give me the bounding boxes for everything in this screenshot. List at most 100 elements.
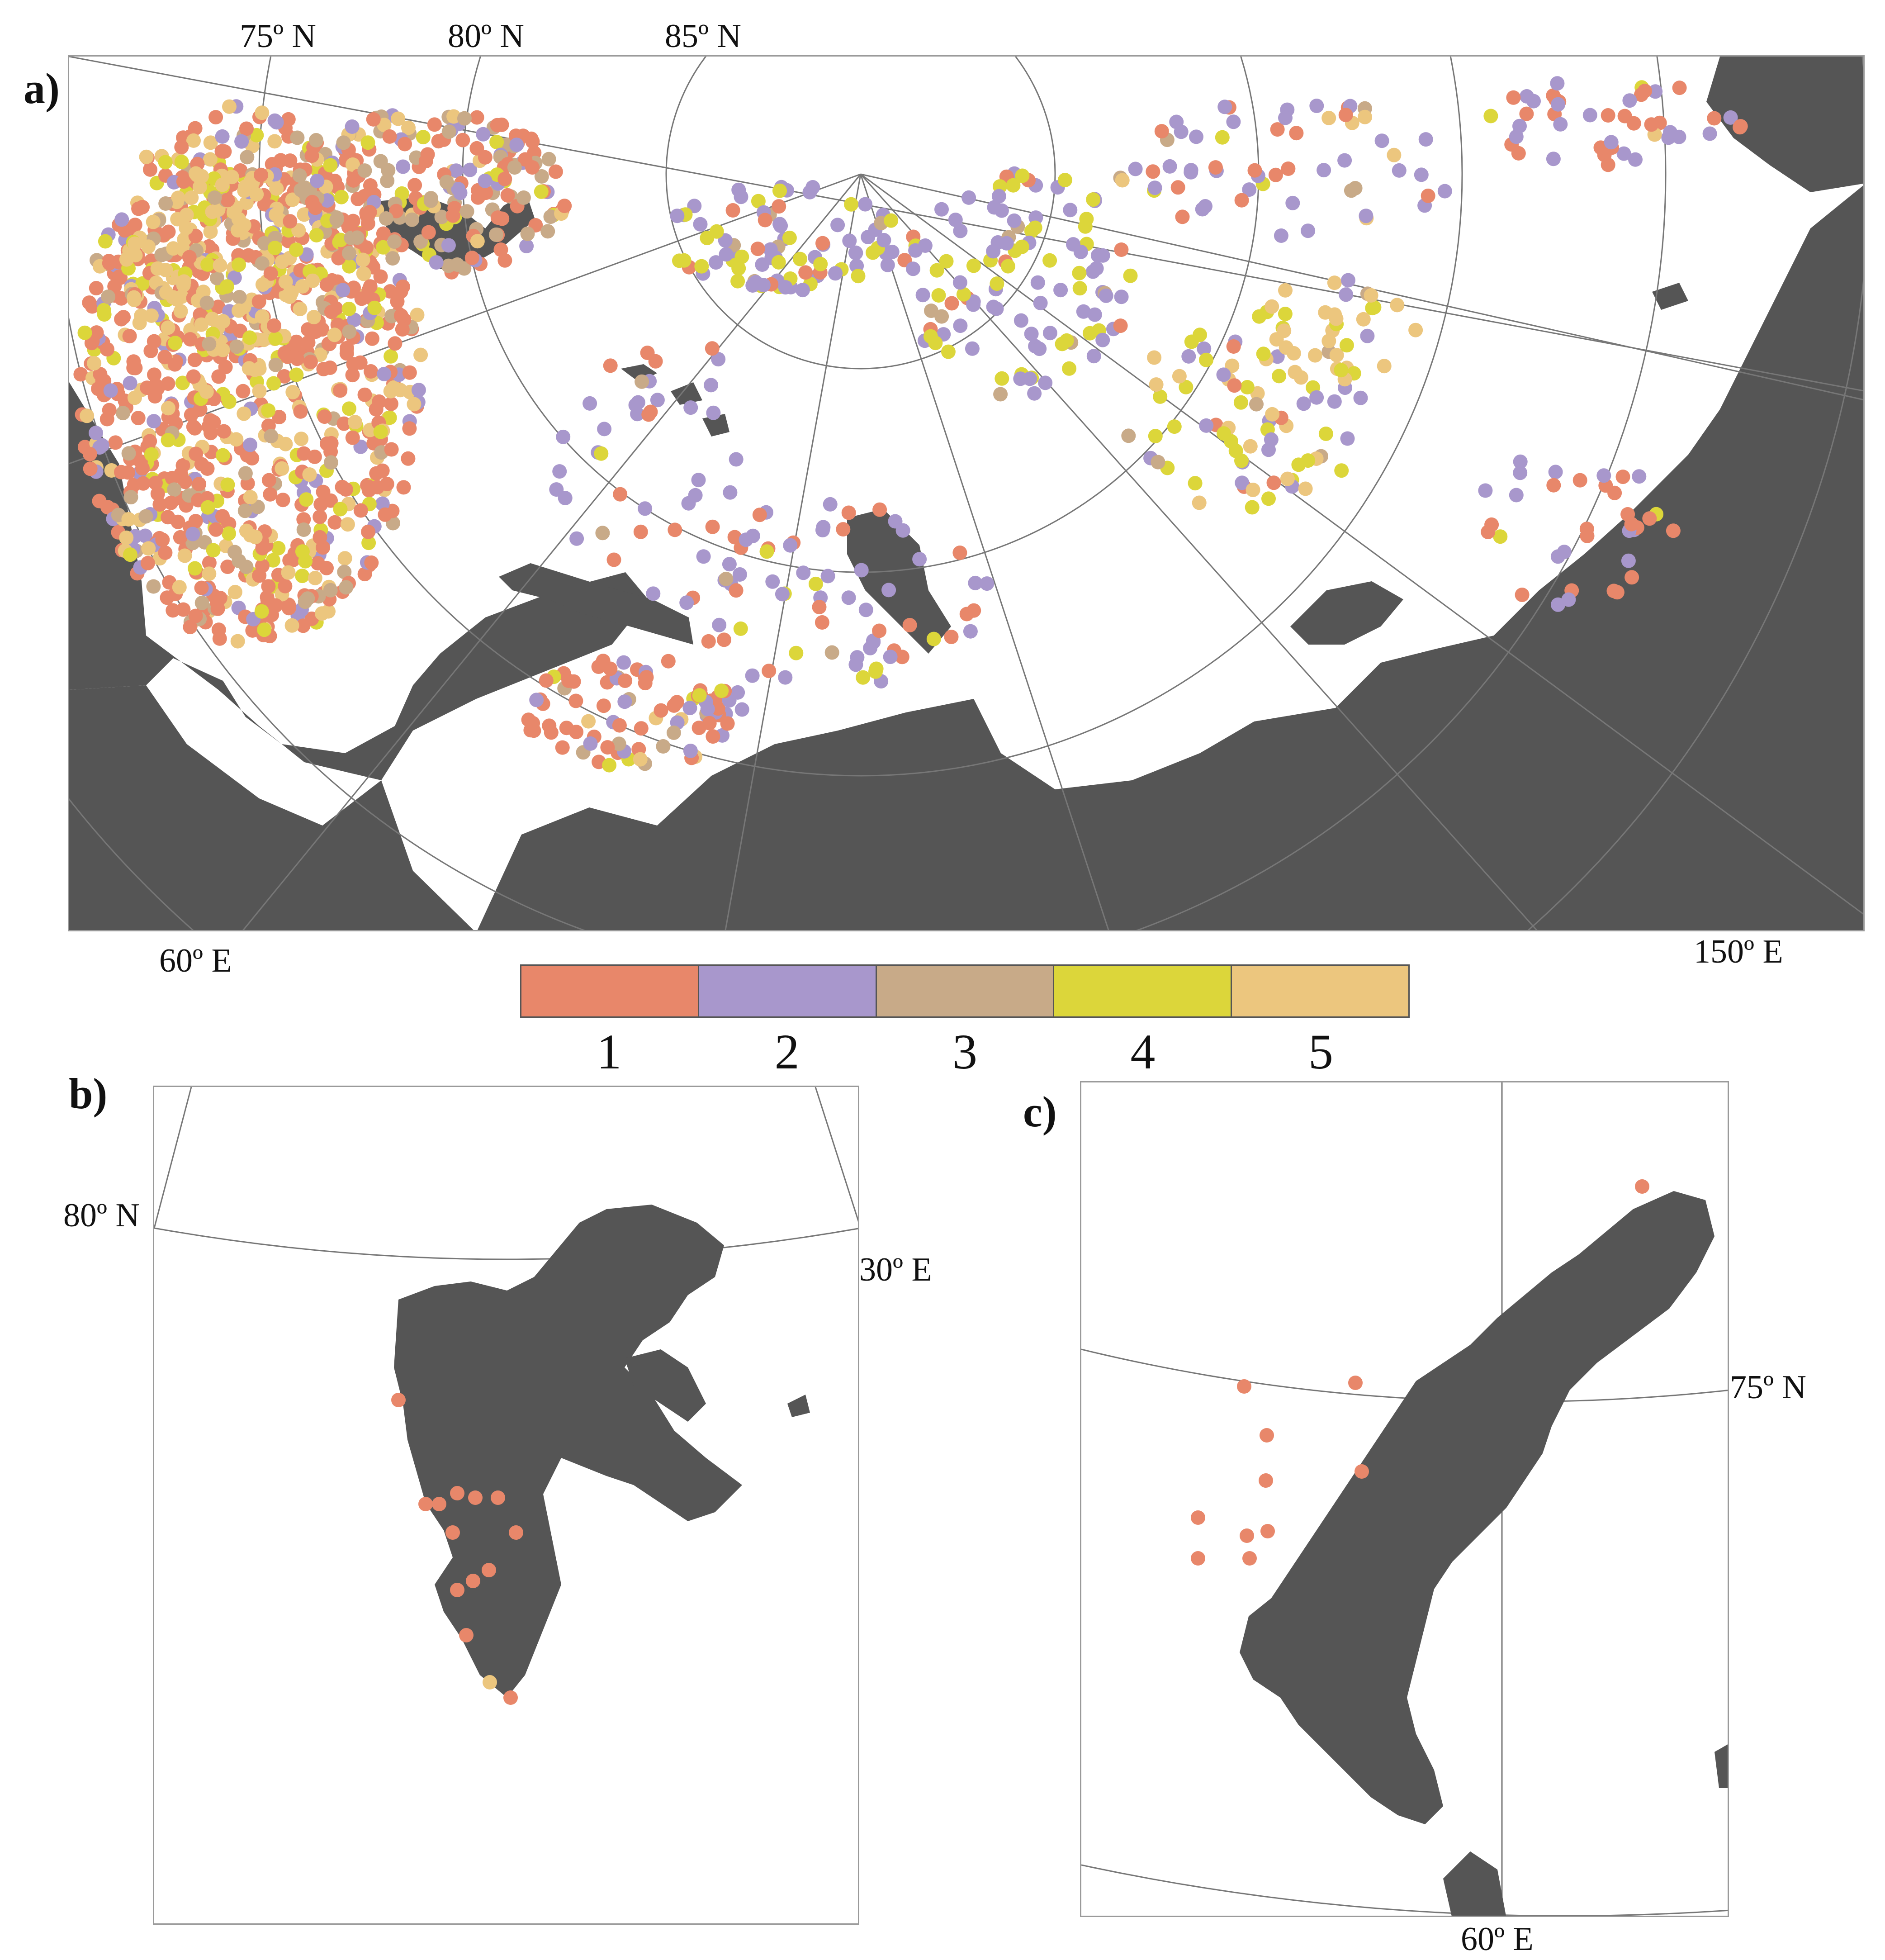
observation-point-b xyxy=(459,1628,474,1642)
observation-point xyxy=(128,248,143,263)
observation-point xyxy=(188,514,203,528)
observation-point xyxy=(334,190,349,204)
observation-point xyxy=(337,565,352,579)
observation-point xyxy=(177,232,192,247)
observation-point xyxy=(360,135,375,150)
observation-point-b xyxy=(418,1497,433,1511)
observation-point xyxy=(248,530,263,545)
observation-point xyxy=(114,212,129,227)
observation-point xyxy=(529,693,544,707)
observation-point xyxy=(507,160,522,175)
observation-point xyxy=(494,117,509,132)
legend-label-4: 4 xyxy=(1130,1024,1156,1079)
observation-point xyxy=(888,514,903,529)
observation-point xyxy=(1153,389,1168,404)
observation-point xyxy=(211,622,226,637)
observation-point xyxy=(275,461,289,476)
observation-point xyxy=(205,204,220,219)
observation-point xyxy=(285,192,300,207)
observation-point xyxy=(388,336,403,351)
observation-point xyxy=(161,376,175,391)
observation-point xyxy=(948,213,963,227)
observation-point xyxy=(327,327,342,342)
observation-point xyxy=(1513,465,1528,480)
observation-point xyxy=(230,634,245,649)
observation-point xyxy=(866,245,880,260)
observation-point xyxy=(1266,475,1281,490)
observation-point xyxy=(772,217,787,232)
observation-point xyxy=(427,117,442,132)
observation-point xyxy=(202,337,217,351)
observation-point xyxy=(705,519,720,534)
observation-point xyxy=(469,141,484,156)
observation-point xyxy=(237,503,252,518)
observation-point xyxy=(929,263,944,278)
observation-point xyxy=(1172,369,1187,384)
observation-point xyxy=(167,482,182,497)
observation-point xyxy=(540,224,555,239)
observation-point xyxy=(1392,163,1407,178)
observation-point xyxy=(872,502,887,517)
observation-point xyxy=(1408,323,1423,337)
observation-point xyxy=(98,234,113,249)
observation-point xyxy=(1265,299,1279,314)
observation-point xyxy=(1030,275,1045,290)
observation-point xyxy=(603,661,618,676)
observation-point xyxy=(252,384,267,399)
observation-point xyxy=(220,477,235,492)
observation-point xyxy=(294,432,309,446)
observation-point xyxy=(1621,553,1636,568)
observation-point xyxy=(376,240,391,255)
observation-point xyxy=(1278,283,1293,298)
legend-swatch-5 xyxy=(1232,966,1408,1016)
observation-point xyxy=(729,452,744,467)
observation-point xyxy=(339,346,354,361)
observation-point xyxy=(999,236,1014,251)
observation-point xyxy=(451,182,466,196)
observation-point xyxy=(1318,305,1333,320)
observation-point xyxy=(952,275,967,290)
observation-point xyxy=(569,531,584,546)
observation-point xyxy=(177,548,192,563)
observation-point xyxy=(1053,283,1068,298)
observation-point xyxy=(192,180,207,195)
observation-point xyxy=(277,369,292,384)
observation-point xyxy=(1526,94,1541,109)
observation-point xyxy=(313,509,327,524)
observation-point xyxy=(1374,133,1389,148)
observation-point xyxy=(161,224,176,239)
observation-point xyxy=(618,674,633,688)
observation-point xyxy=(709,255,723,270)
observation-point xyxy=(1234,193,1249,208)
observation-point xyxy=(1087,307,1102,322)
observation-point xyxy=(1414,167,1429,182)
observation-point xyxy=(1042,326,1057,341)
observation-point xyxy=(1318,427,1333,441)
observation-point xyxy=(158,155,173,170)
observation-point xyxy=(169,195,184,209)
observation-point xyxy=(176,602,191,617)
observation-point xyxy=(185,527,200,541)
observation-point xyxy=(347,313,362,327)
observation-point xyxy=(296,618,311,633)
observation-point xyxy=(1269,332,1284,347)
observation-point xyxy=(1553,117,1568,132)
observation-point xyxy=(1359,209,1373,223)
observation-point xyxy=(108,435,123,450)
observation-point xyxy=(1702,126,1717,141)
observation-point-c xyxy=(1260,1428,1274,1443)
legend-labels: 1 2 3 4 5 xyxy=(520,1023,1410,1081)
observation-point xyxy=(848,245,863,260)
observation-point xyxy=(266,376,281,391)
observation-point xyxy=(1123,268,1138,283)
observation-point xyxy=(552,464,567,479)
observation-point xyxy=(396,159,411,174)
observation-point xyxy=(173,530,188,545)
observation-point xyxy=(342,401,356,416)
observation-point xyxy=(1280,471,1295,486)
observation-point xyxy=(407,397,422,412)
observation-point xyxy=(255,256,270,271)
observation-point xyxy=(357,163,372,178)
observation-point xyxy=(1268,167,1283,182)
observation-point xyxy=(1561,592,1576,607)
